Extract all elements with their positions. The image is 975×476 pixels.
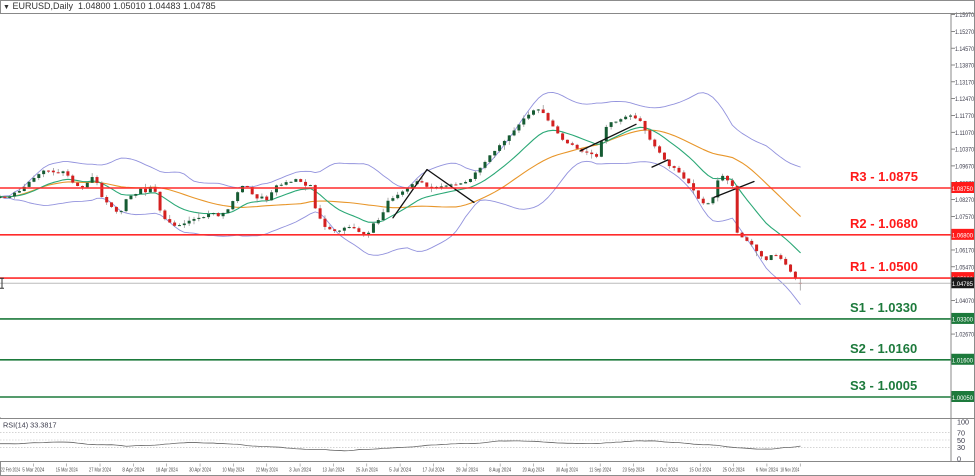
svg-text:15 Mar 2024: 15 Mar 2024 <box>56 468 78 474</box>
svg-text:1.13170: 1.13170 <box>955 79 974 86</box>
svg-text:1.11770: 1.11770 <box>955 113 974 120</box>
svg-text:1.12470: 1.12470 <box>955 96 974 103</box>
svg-text:6 Nov 2024: 6 Nov 2024 <box>756 468 778 474</box>
svg-text:S3 - 1.0005: S3 - 1.0005 <box>850 378 917 393</box>
svg-text:1.04785: 1.04785 <box>952 281 973 288</box>
svg-text:1.11070: 1.11070 <box>955 130 974 137</box>
svg-text:1.07570: 1.07570 <box>955 214 974 221</box>
svg-text:10 May 2024: 10 May 2024 <box>222 468 244 474</box>
svg-text:1.06800: 1.06800 <box>952 233 973 240</box>
svg-text:1.01600: 1.01600 <box>952 358 973 365</box>
svg-text:3 Oct 2024: 3 Oct 2024 <box>656 468 678 474</box>
svg-text:1.03300: 1.03300 <box>952 317 973 324</box>
svg-text:R3 - 1.0875: R3 - 1.0875 <box>850 169 918 184</box>
svg-text:S2 - 1.0160: S2 - 1.0160 <box>850 341 917 356</box>
svg-text:1.06170: 1.06170 <box>955 248 974 255</box>
svg-text:1.13870: 1.13870 <box>955 63 974 70</box>
svg-text:1.05470: 1.05470 <box>955 264 974 271</box>
svg-text:1.14570: 1.14570 <box>955 46 974 53</box>
svg-text:70: 70 <box>957 428 965 437</box>
svg-text:22 May 2024: 22 May 2024 <box>256 468 278 474</box>
svg-text:S1 - 1.0330: S1 - 1.0330 <box>850 300 917 315</box>
svg-text:25 Oct 2024: 25 Oct 2024 <box>723 468 745 474</box>
svg-text:18 Apr 2024: 18 Apr 2024 <box>156 468 178 474</box>
svg-text:5 Jul 2024: 5 Jul 2024 <box>389 468 411 474</box>
svg-text:25 Jun 2024: 25 Jun 2024 <box>356 468 378 474</box>
svg-text:RSI(14) 33.3817: RSI(14) 33.3817 <box>3 421 57 430</box>
svg-text:18 Nov 2024: 18 Nov 2024 <box>780 468 799 474</box>
svg-text:15 Oct 2024: 15 Oct 2024 <box>689 468 711 474</box>
svg-text:0: 0 <box>957 454 961 463</box>
svg-text:30 Aug 2024: 30 Aug 2024 <box>556 468 578 474</box>
svg-text:1.00050: 1.00050 <box>952 395 973 402</box>
svg-text:3 Jun 2024: 3 Jun 2024 <box>289 468 311 474</box>
svg-text:22 Feb 2024: 22 Feb 2024 <box>1 468 20 474</box>
svg-text:R2 - 1.0680: R2 - 1.0680 <box>850 216 918 231</box>
svg-text:30 Apr 2024: 30 Apr 2024 <box>189 468 211 474</box>
svg-text:1.10370: 1.10370 <box>955 147 974 154</box>
svg-text:20 Aug 2024: 20 Aug 2024 <box>523 468 545 474</box>
svg-text:29 Jul 2024: 29 Jul 2024 <box>456 468 478 474</box>
svg-text:8 Apr 2024: 8 Apr 2024 <box>122 468 144 474</box>
svg-text:11 Sep 2024: 11 Sep 2024 <box>589 468 611 474</box>
svg-text:1.08270: 1.08270 <box>955 197 974 204</box>
svg-text:23 Sep 2024: 23 Sep 2024 <box>623 468 645 474</box>
svg-text:27 Mar 2024: 27 Mar 2024 <box>89 468 111 474</box>
svg-text:5 Mar 2024: 5 Mar 2024 <box>22 468 44 474</box>
svg-text:1.02670: 1.02670 <box>955 332 974 339</box>
svg-text:8 Aug 2024: 8 Aug 2024 <box>489 468 511 474</box>
svg-text:13 Jun 2024: 13 Jun 2024 <box>322 468 344 474</box>
svg-text:1.08750: 1.08750 <box>952 186 973 193</box>
svg-text:1.15270: 1.15270 <box>955 29 974 36</box>
svg-text:1.09670: 1.09670 <box>955 163 974 170</box>
svg-text:17 Jul 2024: 17 Jul 2024 <box>422 468 444 474</box>
svg-text:1.04070: 1.04070 <box>955 298 974 305</box>
svg-text:R1 - 1.0500: R1 - 1.0500 <box>850 259 918 274</box>
svg-text:100: 100 <box>957 417 969 426</box>
